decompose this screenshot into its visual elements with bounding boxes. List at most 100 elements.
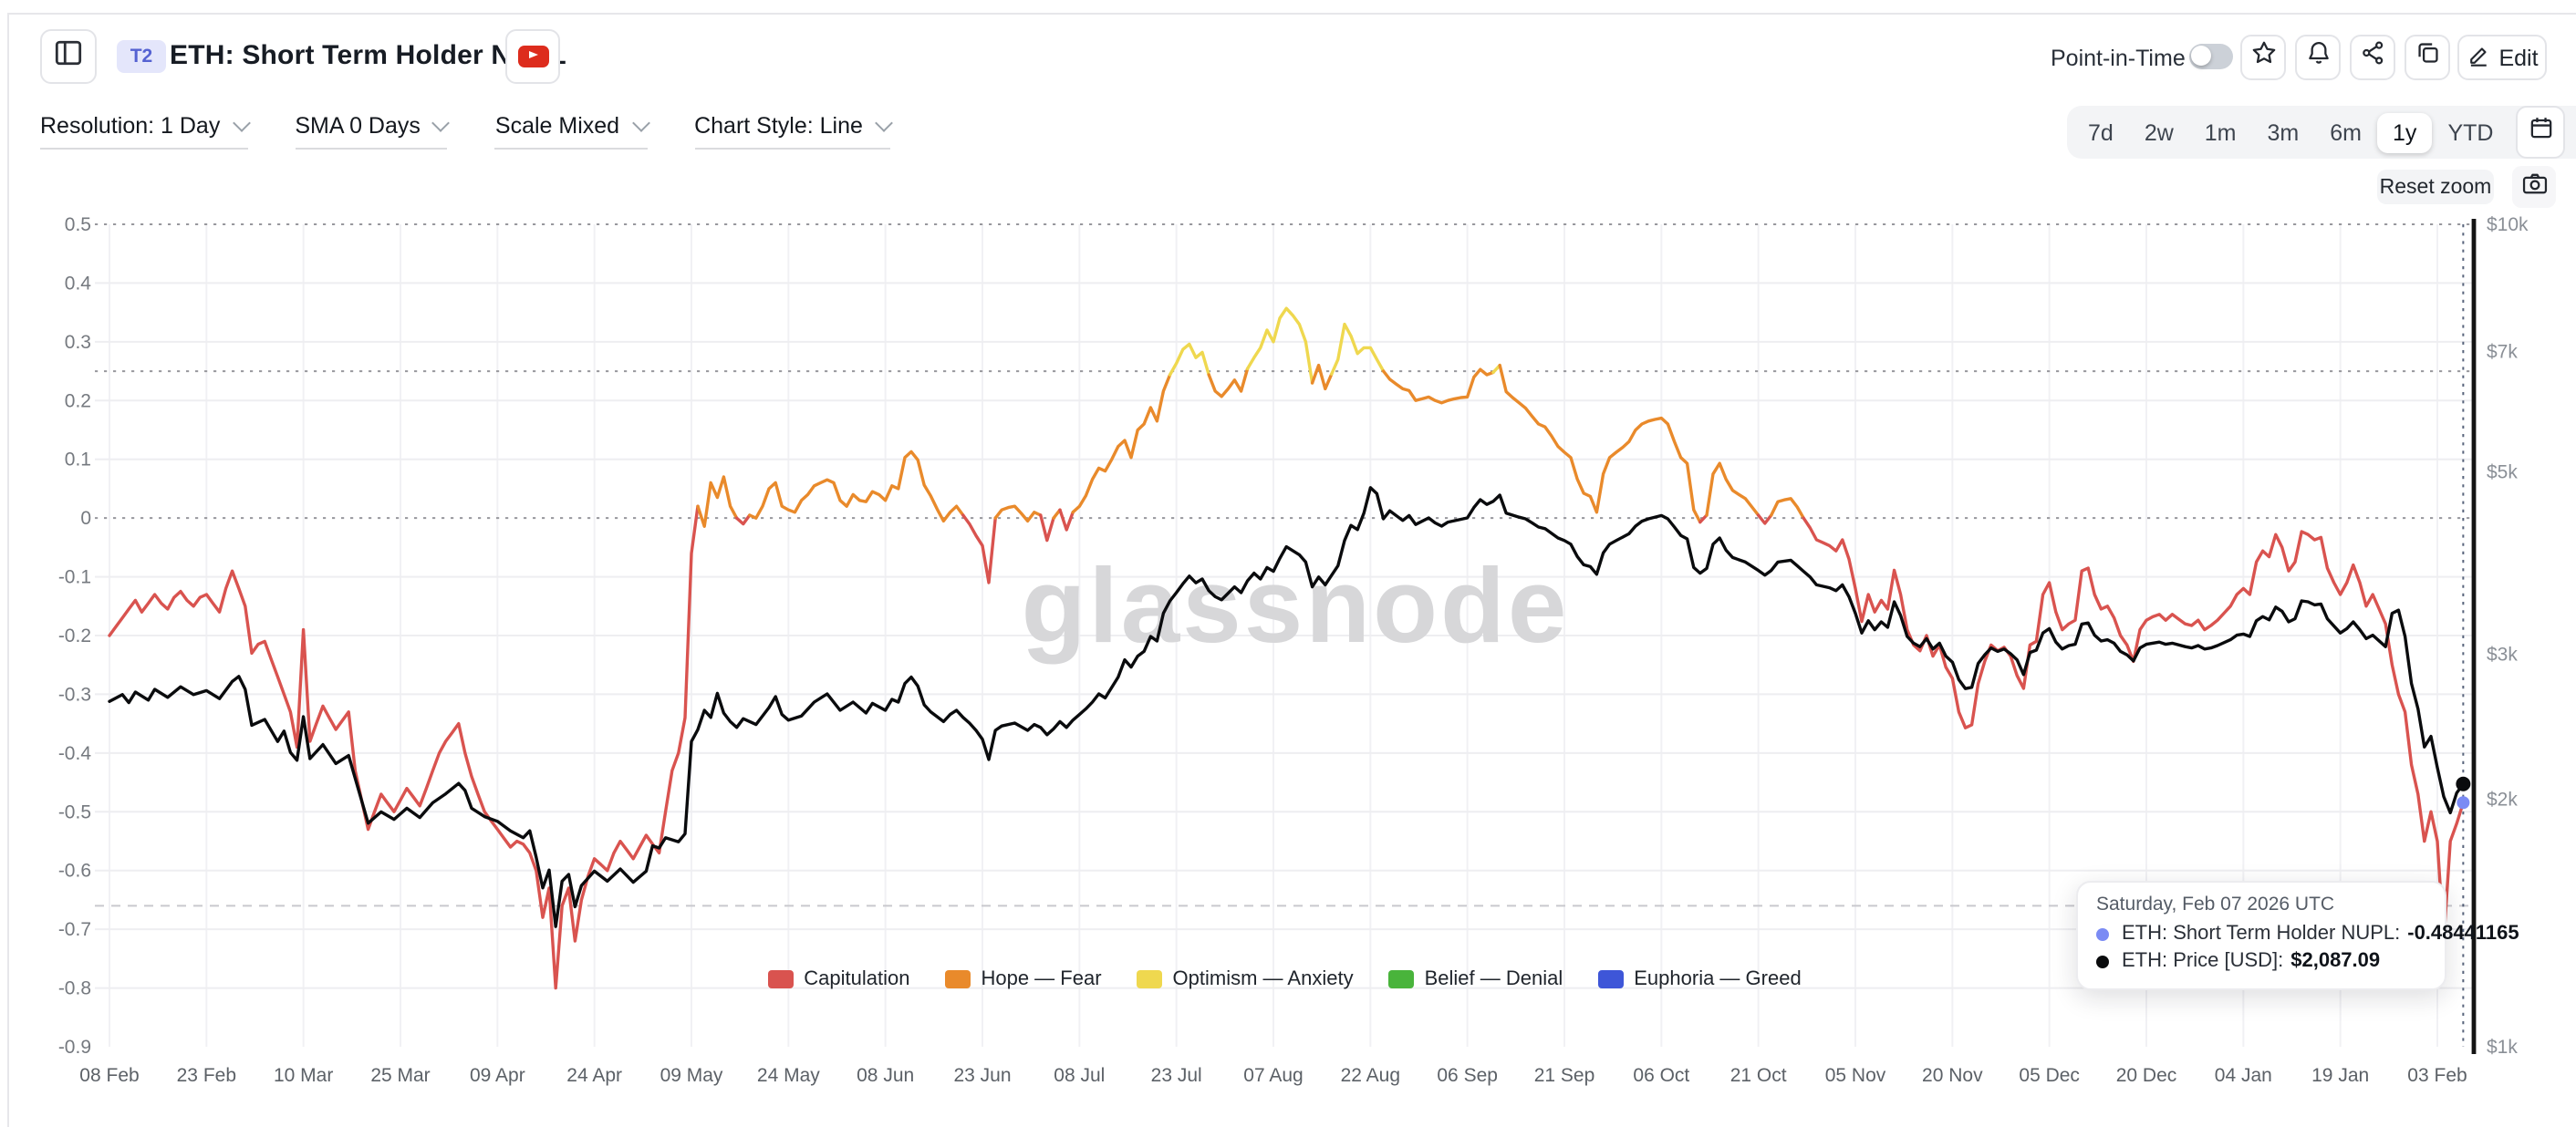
time-range-selector: 7d2w1m3m6m1yYTDAll — [2067, 106, 2576, 159]
nupl-line-segment — [1770, 497, 1805, 520]
x-tick-label: 23 Feb — [177, 1065, 236, 1086]
card-border-left — [7, 13, 9, 1127]
youtube-button[interactable] — [505, 29, 560, 84]
nupl-series-dot-icon — [2096, 928, 2109, 941]
range-button-7d[interactable]: 7d — [2088, 119, 2114, 145]
x-tick-label: 19 Jan — [2311, 1065, 2369, 1086]
x-tick-label: 08 Feb — [79, 1065, 139, 1086]
nupl-line-segment — [993, 504, 1043, 523]
tooltip-nupl-label: ETH: Short Term Holder NUPL: — [2122, 923, 2401, 945]
range-button-1m[interactable]: 1m — [2204, 119, 2237, 145]
price-last-point-marker — [2456, 776, 2471, 791]
range-button-1y[interactable]: 1y — [2377, 112, 2433, 152]
axis-labels: 0.5 0.4 0.3 0.2 0.1 0 -0.1 -0.2 -0.3 -0.4 -0.5 -0.6… — [58, 214, 2529, 1086]
nupl-last-point-marker — [2457, 796, 2470, 810]
tooltip-price-label: ETH: Price [USD]: — [2122, 950, 2284, 972]
x-tick-label: 24 May — [757, 1065, 820, 1086]
dropdown-resolution-label: Resolution: 1 Day — [40, 113, 221, 139]
x-tick-label: 23 Jul — [1151, 1065, 1202, 1086]
y-right-tick-label: $1k — [2487, 1037, 2518, 1058]
legend-swatch — [1136, 970, 1162, 988]
dropdown-sma[interactable]: SMA 0 Days — [295, 113, 451, 150]
y-left-tick-label: -0.4 — [58, 743, 92, 764]
x-tick-label: 20 Nov — [1922, 1065, 1983, 1086]
chart-settings-dropdowns: Resolution: 1 Day SMA 0 Days Scale Mixed Ch… — [40, 113, 893, 150]
dropdown-scale[interactable]: Scale Mixed — [494, 113, 649, 150]
legend-item-label: Capitulation — [804, 968, 910, 990]
point-in-time-toggle[interactable] — [2189, 44, 2233, 68]
legend-item-label: Euphoria — Greed — [1634, 968, 1802, 990]
legend-swatch — [767, 970, 794, 988]
range-button-ytd[interactable]: YTD — [2447, 119, 2494, 145]
nupl-line-segment — [1705, 461, 1761, 517]
gridlines — [95, 223, 2474, 1047]
copy-icon — [2415, 40, 2440, 75]
range-button-6m[interactable]: 6m — [2330, 119, 2363, 145]
x-tick-label: 23 Jun — [953, 1065, 1011, 1086]
y-left-tick-label: -0.5 — [58, 801, 91, 822]
share-button[interactable] — [2350, 35, 2395, 80]
x-tick-label: 04 Jan — [2215, 1065, 2272, 1086]
legend-item-label: Belief — Denial — [1424, 968, 1563, 990]
x-tick-label: 09 May — [660, 1065, 723, 1086]
range-button-2w[interactable]: 2w — [2144, 119, 2174, 145]
edit-button[interactable]: Edit — [2457, 35, 2547, 80]
y-right-tick-label: $2k — [2487, 789, 2518, 810]
chart-legend: Capitulation Hope — Fear Optimism — Anxiet… — [95, 968, 2474, 990]
legend-item-capitulation[interactable]: Capitulation — [767, 968, 909, 990]
y-left-tick-label: -0.2 — [58, 626, 91, 646]
nupl-line-segment — [1698, 513, 1709, 524]
y-left-tick-label: 0.2 — [65, 390, 91, 411]
dropdown-resolution[interactable]: Resolution: 1 Day — [40, 113, 251, 150]
legend-item-belief[interactable]: Belief — Denial — [1387, 968, 1563, 990]
dropdown-chart-style-label: Chart Style: Line — [694, 113, 863, 139]
screenshot-button[interactable] — [2512, 166, 2556, 208]
pencil-icon — [2466, 43, 2489, 72]
legend-item-label: Optimism — Anxiety — [1172, 968, 1354, 990]
nupl-line-segment — [748, 450, 965, 523]
reset-zoom-button[interactable]: Reset zoom — [2377, 170, 2494, 204]
x-tick-label: 06 Sep — [1437, 1065, 1498, 1086]
legend-item-hope[interactable]: Hope — Fear — [944, 968, 1102, 990]
price-line — [108, 486, 2466, 928]
page-title: ETH: Short Term Holder NUPL — [170, 40, 566, 71]
nupl-line-segment — [1756, 513, 1773, 525]
nupl-line-segment — [108, 504, 700, 990]
sidebar-toggle-button[interactable] — [40, 29, 97, 84]
alerts-button[interactable] — [2295, 35, 2341, 80]
x-tick-label: 24 Apr — [566, 1065, 622, 1086]
range-button-3m[interactable]: 3m — [2267, 119, 2300, 145]
legend-item-euphoria[interactable]: Euphoria — Greed — [1597, 968, 1802, 990]
nupl-line-segment — [1310, 363, 1334, 391]
date-picker-button[interactable] — [2516, 106, 2565, 159]
glassnode-watermark: glassnode — [1022, 546, 1570, 665]
toggle-knob — [2191, 46, 2212, 67]
dropdown-chart-style[interactable]: Chart Style: Line — [694, 113, 893, 150]
y-left-tick-label: 0 — [80, 508, 91, 529]
y-right-tick-label: $7k — [2487, 342, 2518, 363]
duplicate-button[interactable] — [2405, 35, 2450, 80]
y-left-tick-label: -0.3 — [58, 684, 91, 705]
y-left-tick-label: 0.3 — [65, 332, 91, 353]
dropdown-scale-label: Scale Mixed — [494, 113, 620, 139]
calendar-icon — [2528, 115, 2553, 150]
panel-left-icon — [55, 39, 82, 74]
nupl-line-segment — [1207, 367, 1250, 398]
nupl-line-segment — [1330, 322, 1386, 376]
legend-item-optimism[interactable]: Optimism — Anxiety — [1136, 968, 1354, 990]
point-in-time-label: Point-in-Time — [2051, 46, 2186, 71]
y-left-tick-label: 0.5 — [65, 214, 91, 235]
x-tick-label: 05 Dec — [2019, 1065, 2080, 1086]
x-tick-label: 22 Aug — [1341, 1065, 1400, 1086]
tooltip-row-nupl: ETH: Short Term Holder NUPL: -0.48441165 — [2096, 921, 2519, 948]
nupl-line-segment — [1168, 342, 1210, 377]
nupl-line-segment — [961, 513, 997, 584]
tooltip-nupl-value: -0.48441165 — [2407, 923, 2519, 945]
x-tick-label: 09 Apr — [470, 1065, 525, 1086]
y-left-tick-label: -0.9 — [58, 1037, 91, 1058]
legend-swatch — [944, 970, 971, 988]
favorite-button[interactable] — [2240, 35, 2286, 80]
share-icon — [2360, 40, 2385, 75]
x-tick-label: 07 Aug — [1243, 1065, 1303, 1086]
